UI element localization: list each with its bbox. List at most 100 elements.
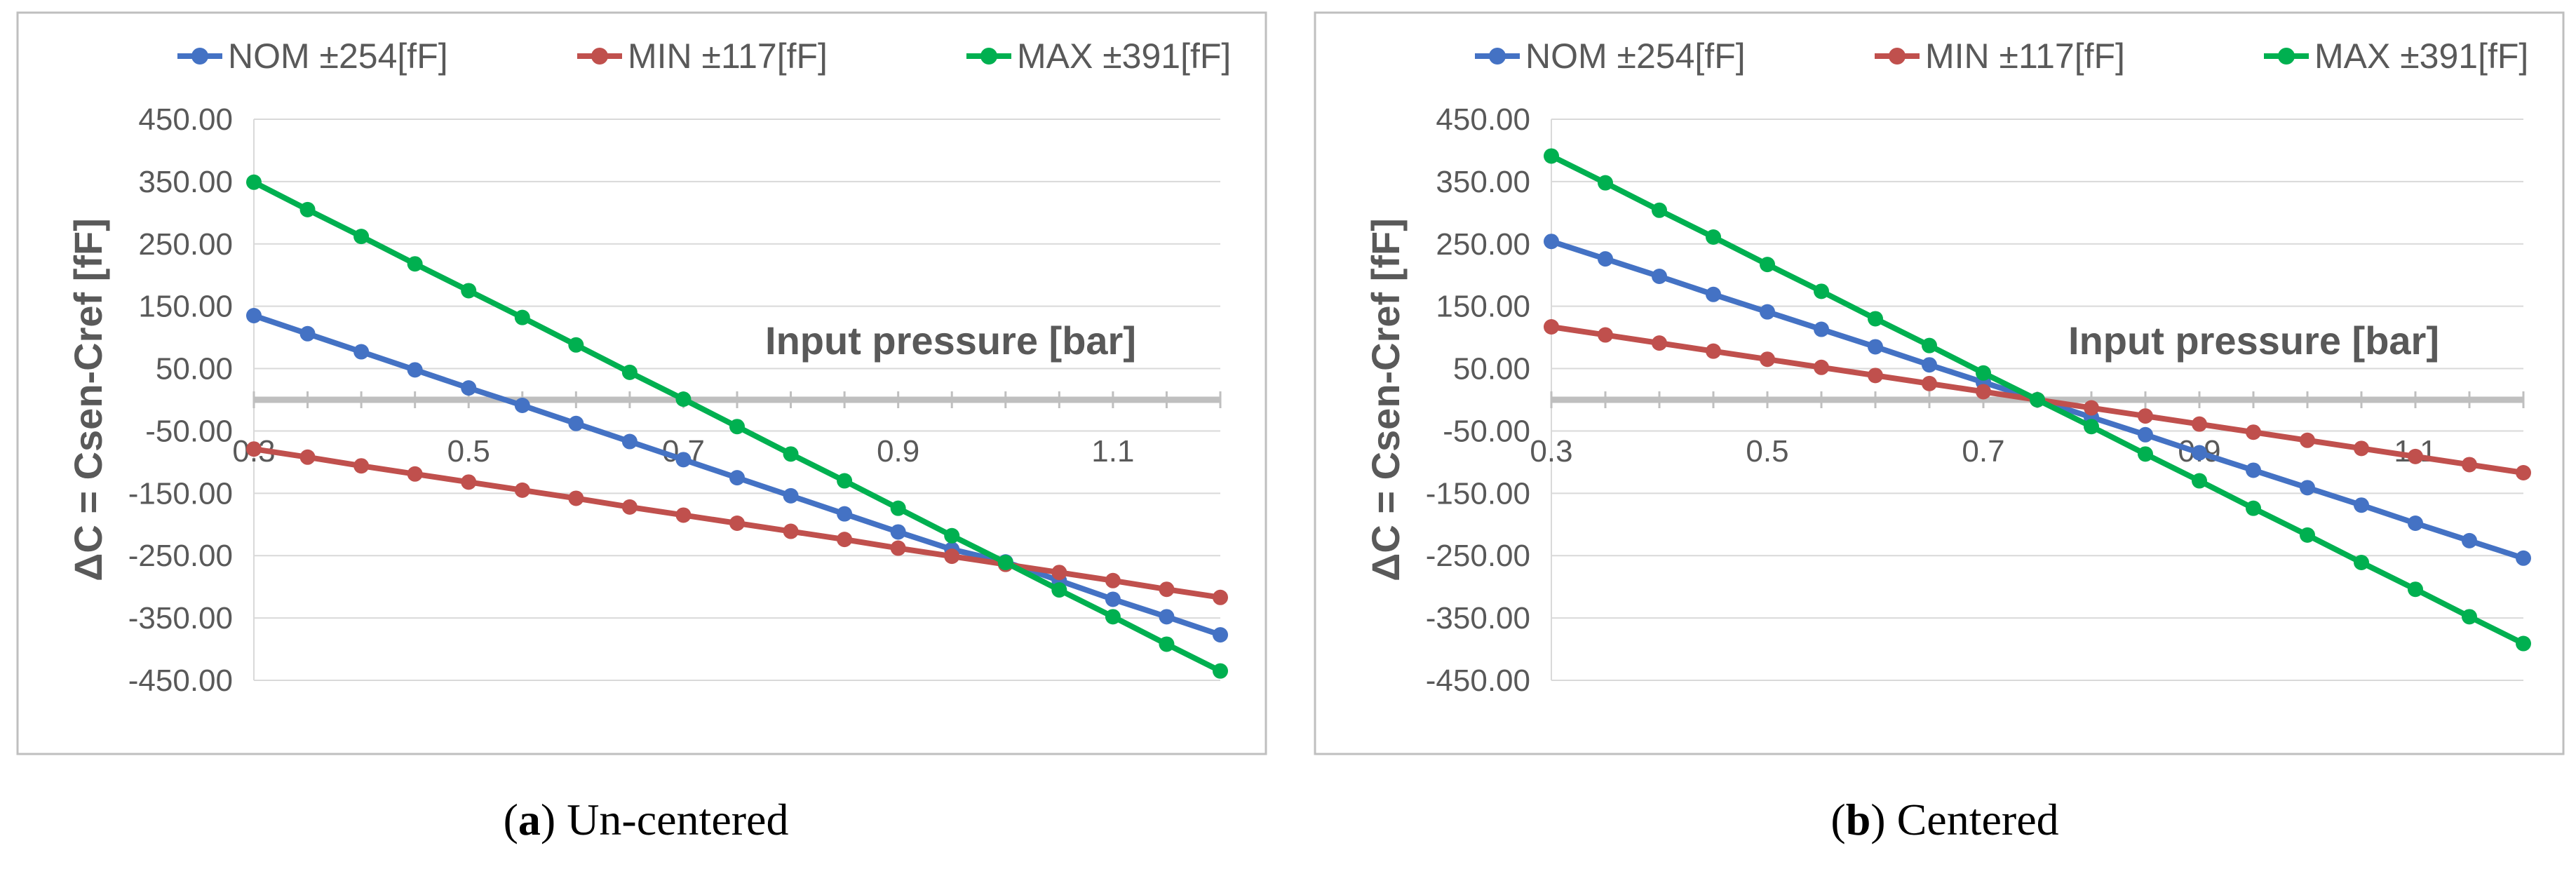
legend-marker-nom xyxy=(1489,48,1506,65)
data-point-nom xyxy=(621,433,638,450)
data-point-nom xyxy=(1706,286,1721,302)
data-point-min xyxy=(1814,359,1829,375)
caption: (a) Un-centered xyxy=(504,795,789,844)
data-point-min xyxy=(1544,319,1559,335)
x-tick-label: 0.5 xyxy=(1746,434,1788,469)
y-tick-label: -150.00 xyxy=(128,476,233,511)
data-point-max xyxy=(837,473,853,489)
data-point-max xyxy=(729,419,745,435)
y-tick-label: -450.00 xyxy=(1426,663,1530,698)
x-tick-label: 0.3 xyxy=(1530,434,1572,469)
data-point-max xyxy=(407,256,423,272)
data-point-max xyxy=(1544,148,1559,164)
data-point-min xyxy=(783,523,799,539)
legend-label-max: MAX ±391[fF] xyxy=(2314,36,2528,76)
data-point-min xyxy=(1213,589,1228,605)
y-tick-label: -150.00 xyxy=(1426,476,1530,511)
y-tick-label: -350.00 xyxy=(1426,601,1530,635)
data-point-max xyxy=(1598,175,1613,191)
data-point-min xyxy=(299,449,316,465)
y-axis-title: ΔC = Csen-Cref [fF] xyxy=(1363,218,1408,581)
data-point-min xyxy=(1105,572,1121,588)
data-point-max xyxy=(1868,311,1883,327)
gridlines xyxy=(254,119,1220,681)
data-point-nom xyxy=(461,380,477,396)
data-point-nom xyxy=(783,487,799,504)
data-point-nom xyxy=(1105,591,1121,607)
y-tick-label: 350.00 xyxy=(1436,165,1530,199)
data-point-nom xyxy=(1760,304,1775,320)
caption-text: Centered xyxy=(1897,795,2059,844)
data-point-min xyxy=(246,441,262,457)
data-point-min xyxy=(1598,327,1613,343)
data-point-min xyxy=(2246,424,2261,440)
legend-marker-max xyxy=(980,48,997,65)
data-point-max xyxy=(997,555,1013,570)
data-point-max xyxy=(944,527,960,544)
data-point-min xyxy=(568,490,584,506)
data-point-nom xyxy=(2246,462,2261,478)
chart-frame xyxy=(16,11,1267,755)
data-point-max xyxy=(2030,392,2045,407)
data-point-nom xyxy=(675,452,692,468)
data-point-min xyxy=(890,540,906,556)
data-point-nom xyxy=(2516,550,2531,566)
y-tick-label: -350.00 xyxy=(128,601,233,635)
y-tick-label: 250.00 xyxy=(138,227,233,262)
data-point-nom xyxy=(890,524,906,540)
x-axis-title: Input pressure [bar] xyxy=(765,318,1136,363)
data-point-max xyxy=(1976,365,1991,381)
data-point-min xyxy=(944,548,960,565)
y-tick-label: 150.00 xyxy=(138,290,233,324)
y-tick-label: 50.00 xyxy=(156,352,233,386)
data-point-min xyxy=(837,532,853,548)
data-point-min xyxy=(2192,416,2207,432)
data-point-max xyxy=(1213,663,1228,679)
data-point-max xyxy=(675,391,692,407)
data-point-max xyxy=(1706,229,1721,245)
data-point-nom xyxy=(837,506,853,522)
legend-label-nom: NOM ±254[fF] xyxy=(228,36,448,76)
data-point-max xyxy=(2138,446,2153,462)
legend: NOM ±254[fF] MIN ±117[fF] MAX ±391[fF] xyxy=(1475,36,2528,76)
y-tick-label: 150.00 xyxy=(1436,290,1530,324)
series-min xyxy=(246,441,1228,605)
data-point-nom xyxy=(1159,609,1175,625)
data-point-min xyxy=(1706,343,1721,359)
data-point-nom xyxy=(1814,321,1829,337)
legend: NOM ±254[fF] MIN ±117[fF] MAX ±391[fF] xyxy=(177,36,1231,76)
data-point-max xyxy=(1814,283,1829,299)
legend-label-nom: NOM ±254[fF] xyxy=(1525,36,1746,76)
data-point-nom xyxy=(1652,269,1667,284)
legend-marker-nom xyxy=(191,48,208,65)
x-tick-label: 0.5 xyxy=(447,434,490,469)
caption-text: Un-centered xyxy=(567,795,788,844)
y-tick-label: 50.00 xyxy=(1453,352,1530,386)
legend-marker-max xyxy=(2278,48,2295,65)
data-point-nom xyxy=(2354,497,2369,513)
data-point-min xyxy=(2516,465,2531,480)
data-point-min xyxy=(2462,457,2477,473)
data-point-nom xyxy=(353,344,370,360)
data-point-nom xyxy=(407,362,423,378)
data-point-max xyxy=(1051,582,1067,598)
data-point-min xyxy=(353,458,370,474)
data-point-max xyxy=(2192,473,2207,489)
data-point-max xyxy=(2246,500,2261,516)
caption: (b) Centered xyxy=(1830,795,2058,844)
data-point-max xyxy=(1922,337,1937,353)
data-point-min xyxy=(2084,400,2099,416)
data-point-nom xyxy=(2408,516,2423,531)
data-point-min xyxy=(675,507,692,523)
data-point-max xyxy=(568,337,584,353)
data-point-min xyxy=(1051,565,1067,581)
data-point-max xyxy=(2462,609,2477,625)
data-point-max xyxy=(461,283,477,299)
caption-letter: a xyxy=(518,795,541,844)
data-point-nom xyxy=(2462,532,2477,548)
data-point-min xyxy=(621,499,638,515)
chart-uncentered: 450.00 350.00 250.00 150.00 50.00 -50.00 -150.… xyxy=(16,11,1267,844)
data-point-min xyxy=(2300,432,2315,448)
data-point-min xyxy=(729,516,745,531)
data-point-max xyxy=(299,201,316,217)
